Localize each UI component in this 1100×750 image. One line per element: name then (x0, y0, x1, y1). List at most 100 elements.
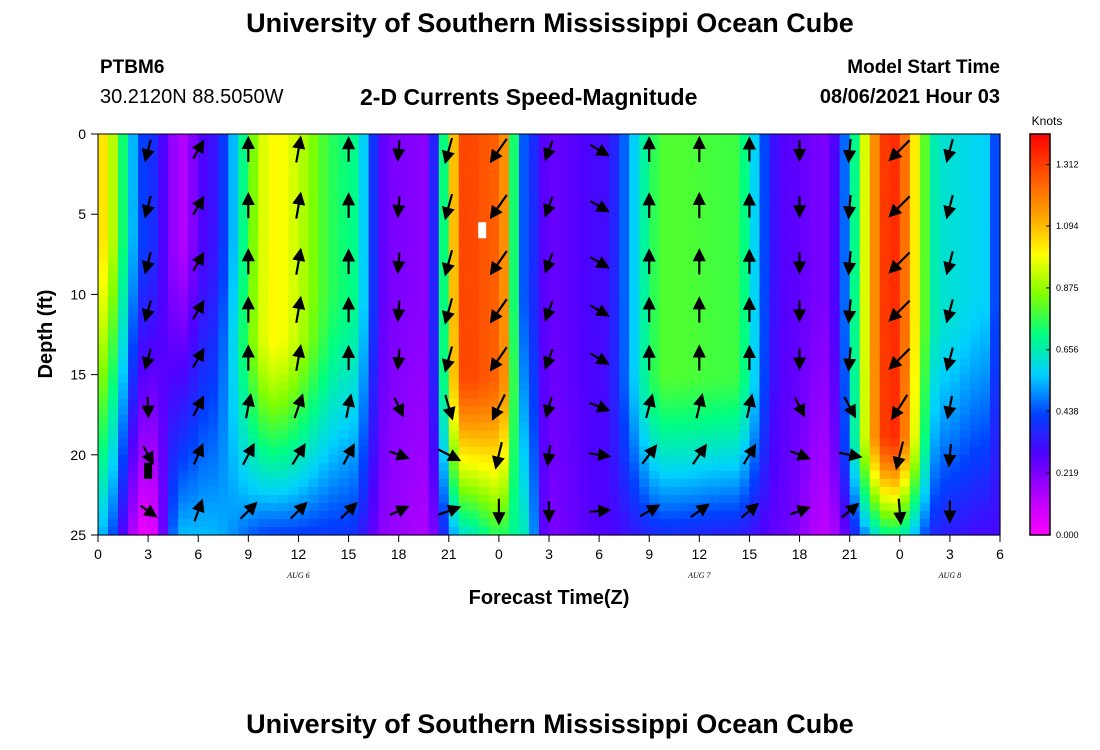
heatmap-cell (659, 310, 670, 320)
heatmap-cell (208, 318, 219, 328)
heatmap-cell (789, 494, 801, 504)
heatmap-cell (879, 190, 891, 199)
heatmap-cell (258, 134, 269, 143)
heatmap-cell (108, 486, 119, 496)
heatmap-cell (158, 230, 169, 239)
heatmap-cell (769, 374, 781, 384)
heatmap-cell (899, 166, 911, 175)
heatmap-cell (498, 278, 510, 287)
heatmap-cell (879, 278, 891, 287)
heatmap-cell (538, 190, 550, 199)
heatmap-cell (959, 494, 971, 504)
heatmap-cell (769, 246, 781, 255)
heatmap-cell (579, 278, 590, 287)
heatmap-cell (248, 414, 259, 424)
current-arrow (192, 347, 205, 369)
heatmap-cell (689, 270, 700, 279)
current-arrow (489, 250, 508, 276)
heatmap-cell (288, 166, 300, 175)
heatmap-cell (879, 494, 891, 504)
heatmap-cell (338, 222, 350, 231)
heatmap-cell (679, 150, 690, 159)
heatmap-cell (128, 230, 139, 239)
heatmap-cell (979, 518, 991, 528)
heatmap-cell (939, 502, 951, 512)
heatmap-cell (438, 238, 450, 247)
heatmap-cell (909, 206, 921, 215)
heatmap-cell (408, 358, 420, 368)
heatmap-cell (979, 238, 991, 247)
heatmap-cell (198, 214, 209, 223)
heatmap-cell (528, 334, 540, 344)
heatmap-cell (158, 142, 169, 151)
heatmap-cell (829, 262, 841, 271)
heatmap-cell (989, 422, 1001, 432)
heatmap-cell (899, 158, 911, 167)
heatmap-cell (739, 334, 751, 344)
heatmap-cell (208, 222, 219, 231)
heatmap-cell (318, 230, 330, 239)
heatmap-cell (418, 470, 430, 480)
heatmap-cell (378, 494, 390, 504)
heatmap-cell (298, 470, 310, 480)
current-arrow (392, 140, 406, 162)
heatmap-cell (458, 382, 470, 392)
heatmap-cell (949, 230, 961, 239)
heatmap-cell (108, 438, 119, 448)
heatmap-cell (338, 318, 350, 328)
heatmap-cell (498, 478, 510, 488)
heatmap-cell (929, 150, 941, 159)
current-arrow (589, 504, 612, 518)
heatmap-cell (549, 486, 560, 496)
heatmap-cell (358, 246, 370, 255)
heatmap-cell (208, 374, 219, 384)
heatmap-cell (398, 278, 410, 287)
heatmap-cell (458, 230, 470, 239)
heatmap-cell (198, 382, 209, 392)
heatmap-cell (859, 190, 871, 199)
heatmap-cell (278, 150, 290, 159)
heatmap-cell (849, 214, 861, 223)
heatmap-cell (739, 182, 751, 191)
heatmap-cell (358, 390, 370, 400)
heatmap-cell (599, 158, 610, 167)
heatmap-cell (458, 358, 470, 368)
current-arrow (789, 505, 811, 518)
heatmap-cell (298, 414, 310, 424)
heatmap-cell (929, 286, 941, 295)
heatmap-cell (238, 326, 249, 336)
heatmap-cell (308, 398, 320, 408)
heatmap-cell (949, 190, 961, 199)
heatmap-cell (248, 350, 259, 360)
heatmap-cell (408, 230, 420, 239)
heatmap-cell (228, 222, 239, 231)
heatmap-cell (849, 470, 861, 480)
heatmap-cell (148, 526, 159, 536)
heatmap-cell (749, 246, 761, 255)
heatmap-cell (298, 478, 310, 488)
heatmap-cell (298, 486, 310, 496)
heatmap-cell (358, 134, 370, 143)
heatmap-cell (669, 334, 680, 344)
heatmap-cell (528, 230, 540, 239)
heatmap-cell (158, 246, 169, 255)
heatmap-cell (308, 422, 320, 432)
heatmap-cell (599, 230, 610, 239)
heatmap-cell (649, 286, 660, 295)
heatmap-cell (538, 246, 550, 255)
heatmap-cell (819, 502, 831, 512)
heatmap-cell (629, 230, 640, 239)
heatmap-cell (238, 494, 249, 504)
heatmap-cell (779, 510, 791, 520)
heatmap-cell (629, 358, 640, 368)
heatmap-cell (528, 278, 540, 287)
heatmap-cell (498, 198, 510, 207)
heatmap-cell (579, 198, 590, 207)
heatmap-cell (188, 510, 199, 520)
heatmap-cell (518, 278, 530, 287)
current-arrow (888, 251, 911, 274)
heatmap-cell (749, 366, 761, 376)
heatmap-cell (528, 134, 540, 143)
heatmap-cell (368, 238, 380, 247)
heatmap-cell (128, 446, 139, 456)
